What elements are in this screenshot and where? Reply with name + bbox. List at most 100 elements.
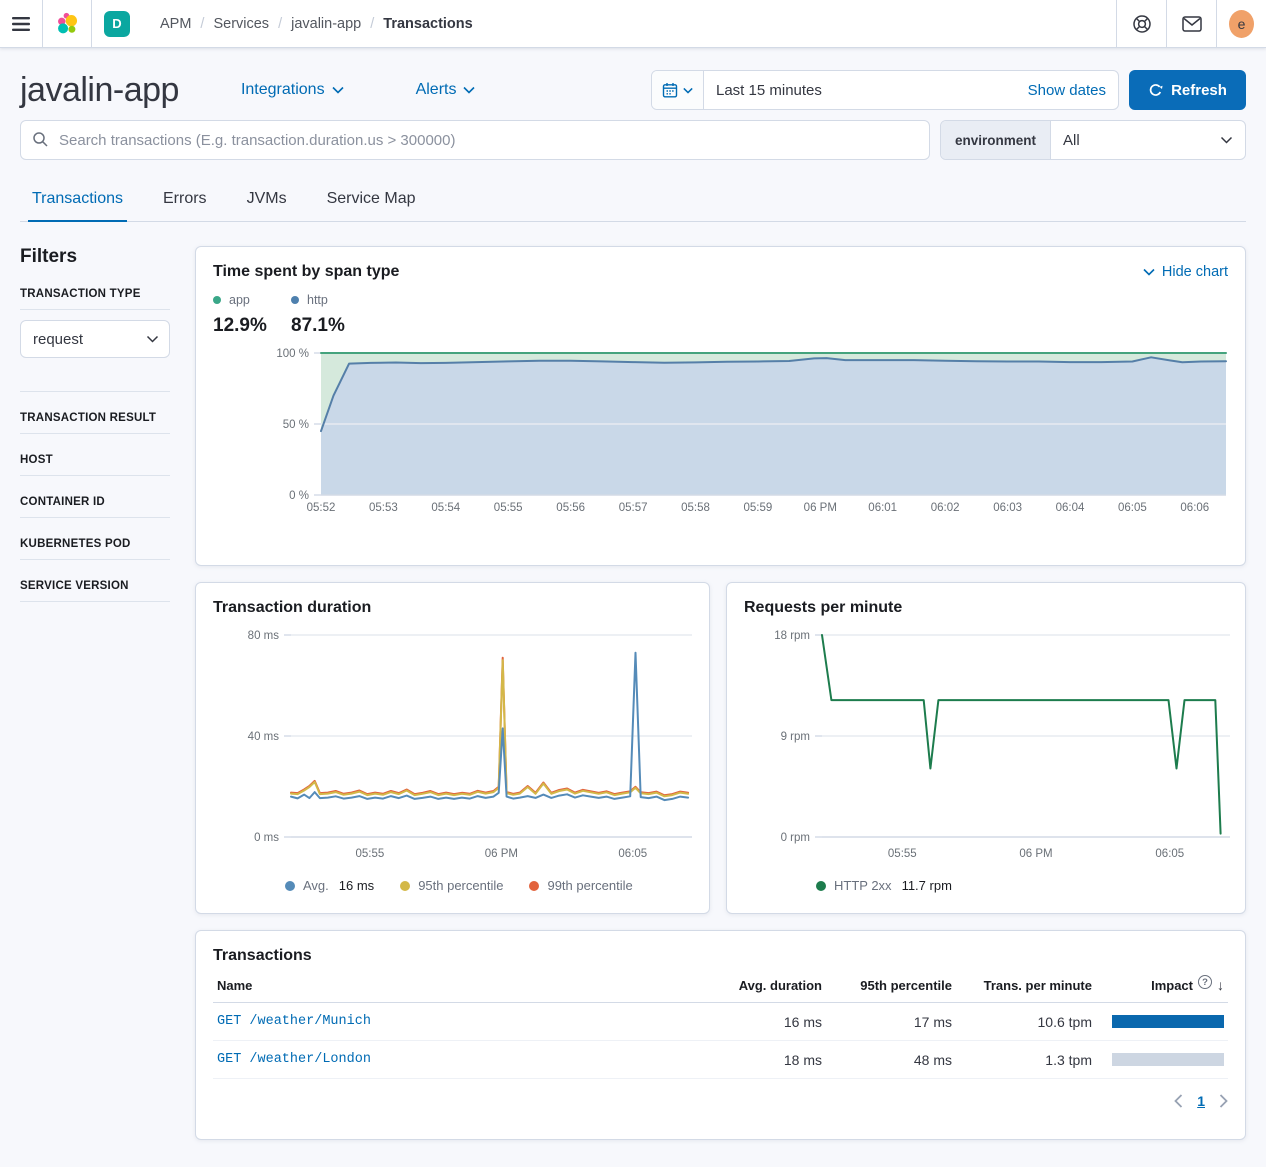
search-icon (33, 132, 48, 147)
envelope-icon (1181, 15, 1202, 32)
legend-item-http[interactable]: http (291, 293, 369, 307)
app-percentage: 12.9% (213, 315, 267, 336)
svg-text:06:03: 06:03 (993, 502, 1022, 514)
breadcrumb-services[interactable]: Services (213, 15, 270, 32)
p95-legend-label: 95th percentile (418, 878, 504, 893)
tab-errors[interactable]: Errors (163, 190, 207, 207)
elastic-home-button[interactable] (42, 0, 91, 47)
table-row: GET /weather/Munich 16 ms 17 ms 10.6 tpm (213, 1003, 1228, 1041)
divider (20, 309, 170, 310)
svg-text:0 rpm: 0 rpm (781, 832, 810, 844)
facet-kubernetes-pod[interactable]: KUBERNETES POD (20, 538, 131, 550)
search-input[interactable] (20, 120, 930, 160)
legend-item-99th[interactable]: 99th percentile (529, 878, 633, 893)
svg-text:06:02: 06:02 (931, 502, 960, 514)
breadcrumb-apm[interactable]: APM (160, 15, 192, 32)
column-header-impact[interactable]: Impact ? ↓ (1096, 975, 1228, 993)
svg-text:05:55: 05:55 (888, 848, 917, 860)
chevron-down-icon (683, 87, 693, 94)
transactions-table-panel: Transactions Name Avg. duration 95th per… (195, 930, 1246, 1140)
alerts-dropdown[interactable]: Alerts (416, 81, 476, 99)
page-number-1[interactable]: 1 (1197, 1093, 1205, 1109)
svg-text:05:53: 05:53 (369, 502, 398, 514)
chevron-left-icon (1174, 1094, 1183, 1108)
facet-transaction-type[interactable]: TRANSACTION TYPE (20, 288, 141, 300)
divider (20, 559, 170, 560)
show-dates-link[interactable]: Show dates (1027, 81, 1106, 99)
table-header-row: Name Avg. duration 95th percentile Trans… (213, 975, 1228, 1003)
transaction-type-select[interactable]: request (20, 320, 170, 358)
notifications-button[interactable] (1166, 0, 1216, 47)
duration-panel-title: Transaction duration (213, 599, 372, 616)
next-page-button[interactable] (1219, 1094, 1228, 1108)
table-row: GET /weather/London 18 ms 48 ms 1.3 tpm (213, 1041, 1228, 1079)
svg-text:05:59: 05:59 (744, 502, 773, 514)
tab-transactions[interactable]: Transactions (28, 180, 127, 222)
facet-host[interactable]: HOST (20, 454, 53, 466)
svg-text:05:57: 05:57 (619, 502, 648, 514)
facet-container-id[interactable]: CONTAINER ID (20, 496, 105, 508)
alerts-label: Alerts (415, 81, 457, 98)
app-legend-dot (213, 296, 221, 304)
tpm-cell: 1.3 tpm (1045, 1051, 1092, 1068)
column-header-trans-per-minute[interactable]: Trans. per minute (983, 977, 1092, 993)
time-range-value[interactable]: Last 15 minutes (716, 81, 822, 99)
legend-item-app[interactable]: app (213, 293, 291, 307)
p95-cell: 17 ms (913, 1013, 952, 1030)
legend-item-95th[interactable]: 95th percentile (400, 878, 503, 893)
http-legend-label: http (307, 293, 328, 307)
svg-text:05:55: 05:55 (494, 502, 523, 514)
refresh-button[interactable]: Refresh (1129, 70, 1246, 110)
integrations-dropdown[interactable]: Integrations (241, 81, 344, 99)
space-switcher[interactable]: D (91, 0, 142, 47)
requests-per-minute-panel: Requests per minute 0 rpm 9 rpm 18 rpm 05:5… (726, 582, 1246, 914)
svg-text:06:04: 06:04 (1056, 502, 1085, 514)
chevron-right-icon (1219, 1094, 1228, 1108)
previous-page-button[interactable] (1174, 1094, 1183, 1108)
facet-service-version[interactable]: SERVICE VERSION (20, 580, 129, 592)
avg-duration-cell: 16 ms (783, 1013, 822, 1030)
breadcrumb-service-name[interactable]: javalin-app (291, 15, 362, 32)
impact-info-icon[interactable]: ? (1198, 975, 1212, 989)
environment-select[interactable]: environment All (940, 120, 1246, 160)
svg-text:40 ms: 40 ms (248, 731, 280, 743)
column-header-95th-percentile[interactable]: 95th percentile (860, 977, 952, 993)
legend-item-http2xx[interactable]: HTTP 2xx 11.7 rpm (816, 878, 952, 893)
facet-transaction-result[interactable]: TRANSACTION RESULT (20, 412, 157, 424)
chevron-down-icon (331, 86, 344, 94)
transaction-name-link[interactable]: GET /weather/Munich (217, 1014, 371, 1029)
tab-jvms[interactable]: JVMs (246, 190, 287, 207)
breadcrumb: APM / Services / javalin-app / Transacti… (142, 0, 473, 47)
svg-text:0 %: 0 % (289, 490, 309, 502)
column-header-name[interactable]: Name (217, 977, 253, 993)
breadcrumb-separator: / (278, 15, 283, 32)
svg-text:50 %: 50 % (283, 419, 309, 431)
user-menu-button[interactable]: e (1216, 0, 1266, 47)
tab-service-map[interactable]: Service Map (326, 190, 416, 207)
transaction-name-link[interactable]: GET /weather/London (217, 1052, 371, 1067)
user-avatar: e (1229, 9, 1254, 38)
legend-item-avg[interactable]: Avg. 16 ms (285, 878, 374, 893)
svg-text:18 rpm: 18 rpm (774, 630, 810, 642)
app-legend-label: app (229, 293, 250, 307)
svg-text:100 %: 100 % (276, 348, 309, 360)
help-button[interactable] (1116, 0, 1166, 47)
svg-text:05:54: 05:54 (431, 502, 460, 514)
impact-bar (1112, 1015, 1224, 1028)
http2xx-legend-value: 11.7 rpm (901, 878, 952, 893)
sort-descending-icon: ↓ (1217, 977, 1224, 993)
help-lifebuoy-icon (1132, 14, 1151, 33)
transactions-table-body: GET /weather/Munich 16 ms 17 ms 10.6 tpm GET… (213, 1003, 1228, 1079)
tpm-cell: 10.6 tpm (1037, 1013, 1092, 1030)
svg-text:06:05: 06:05 (618, 848, 647, 860)
svg-text:05:56: 05:56 (556, 502, 585, 514)
menu-button[interactable] (0, 0, 42, 47)
space-badge: D (104, 10, 130, 37)
svg-text:06 PM: 06 PM (1019, 848, 1052, 860)
hide-chart-link[interactable]: Hide chart (1143, 264, 1228, 280)
divider (20, 517, 170, 518)
refresh-icon (1149, 83, 1163, 96)
column-header-avg-duration[interactable]: Avg. duration (738, 977, 822, 993)
date-picker-calendar-button[interactable] (652, 71, 704, 109)
requests-per-minute-line-chart: 0 rpm 9 rpm 18 rpm 05:55 06 PM 06:05 (774, 630, 1230, 860)
